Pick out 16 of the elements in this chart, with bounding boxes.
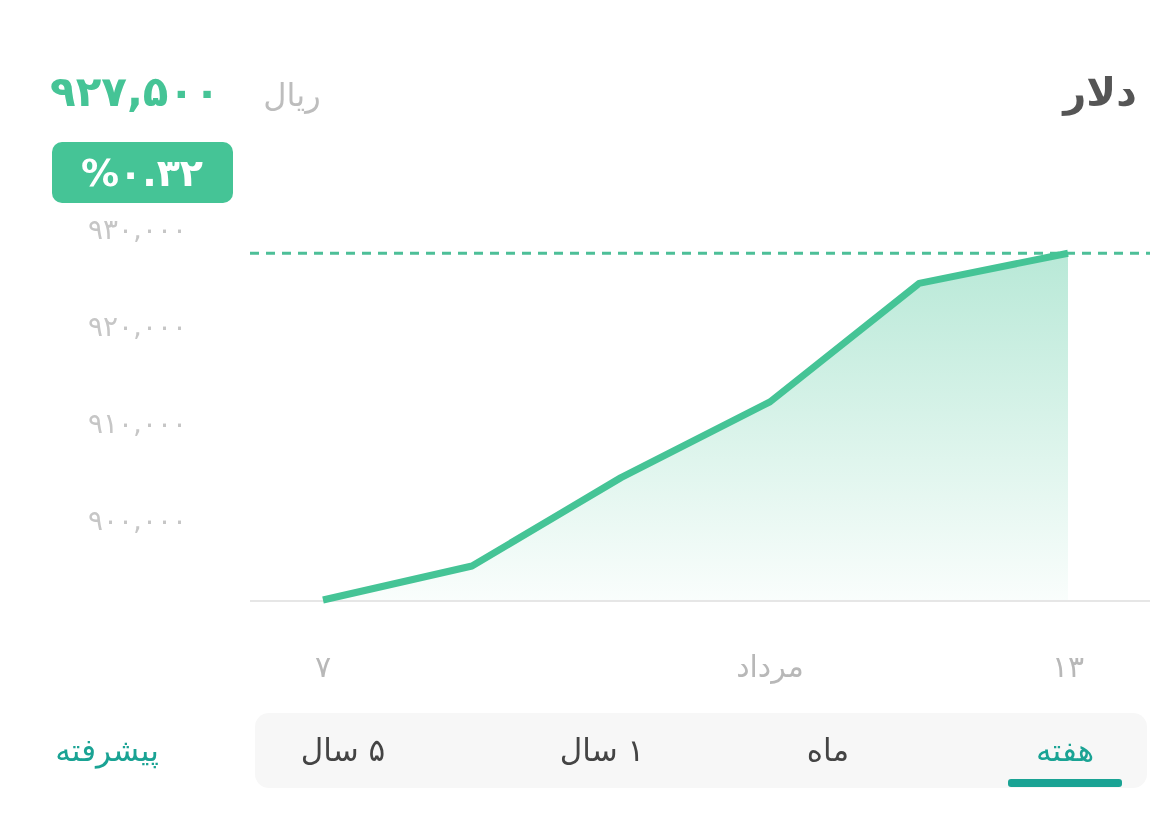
tab-label: ۵ سال xyxy=(300,732,386,768)
price: ۹۲۷,۵۰۰ xyxy=(50,67,220,116)
x-tick-label: ۷ xyxy=(314,648,332,684)
tab-label: هفته xyxy=(1036,732,1094,768)
y-tick-label: ۹۲۰,۰۰۰ xyxy=(88,309,188,343)
tab-label: ماه xyxy=(806,732,850,768)
title: دلار xyxy=(1063,69,1137,115)
x-tick-label: ۱۳ xyxy=(1051,648,1085,684)
tab-label: ۱ سال xyxy=(559,732,645,768)
price-unit: ریال xyxy=(263,76,321,114)
x-tick-label: مرداد xyxy=(736,648,804,684)
y-tick-label: ۹۰۰,۰۰۰ xyxy=(88,503,188,537)
change-badge: %۰.۳۲ xyxy=(52,142,233,203)
advanced-link: پیشرفته xyxy=(55,732,159,768)
y-tick-label: ۹۳۰,۰۰۰ xyxy=(88,212,188,246)
y-tick-label: ۹۱۰,۰۰۰ xyxy=(88,406,188,440)
